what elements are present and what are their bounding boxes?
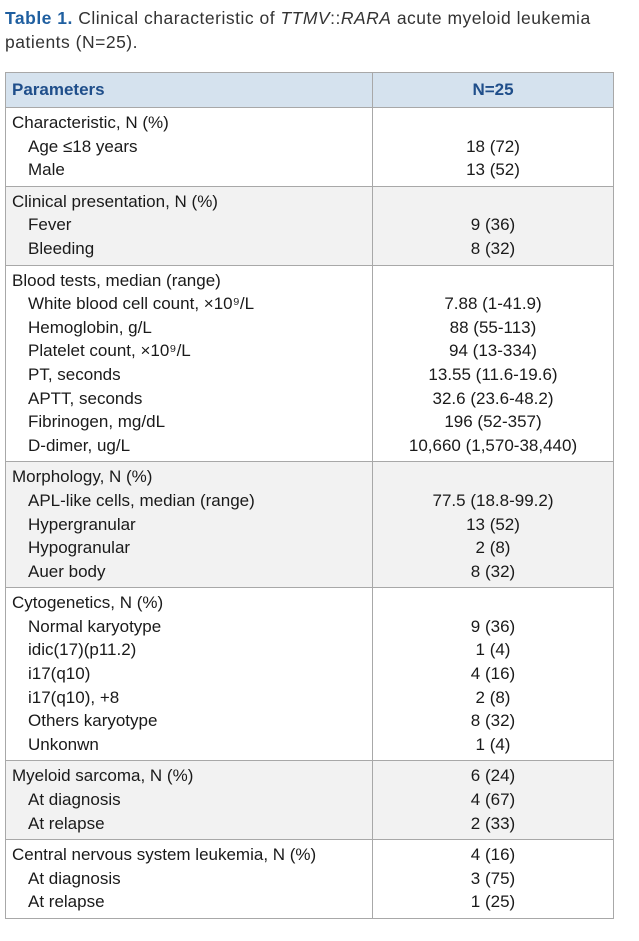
row-value: 18 (72): [466, 136, 520, 156]
row-value: 10,660 (1,570-38,440): [408, 435, 578, 455]
row-label: Fever: [28, 215, 72, 235]
row-value: 4 (67): [470, 790, 516, 810]
caption: Table 1. Clinical characteristic of TTMV…: [5, 6, 620, 54]
gene: RARA: [340, 8, 392, 28]
label-cell: Morphology, N (%) APL-like cells, median …: [5, 461, 373, 589]
row-label: APTT, seconds: [28, 388, 143, 408]
group-title: Central nervous system leukemia, N (%): [12, 845, 317, 865]
separator: ::: [330, 8, 341, 28]
row-label: Auer body: [28, 561, 106, 581]
label-cell: Cytogenetics, N (%) Normal karyotype idic(…: [5, 587, 373, 762]
row-value: 3 (75): [470, 868, 516, 888]
group-title: Characteristic, N (%): [12, 113, 169, 132]
row-label: APL-like cells, median (range): [28, 490, 255, 510]
table: Parameters N=25 Characteristic, N (%) Age…: [5, 72, 614, 919]
caption-label: Table 1.: [5, 8, 73, 28]
group-title: Myeloid sarcoma, N (%): [12, 766, 194, 786]
row-label: i17(q10): [28, 664, 91, 684]
spacer: [379, 465, 607, 489]
row-label: Normal karyotype: [28, 616, 162, 636]
value-cell: 7.88 (1-41.9) 88 (55-113) 94 (13-334) 13.55…: [372, 264, 614, 463]
row-label: Male: [28, 160, 65, 180]
row-value: 196 (52-357): [444, 412, 542, 432]
group-title: Morphology, N (%): [12, 467, 153, 487]
row-label: idic(17)(p11.2): [28, 640, 137, 660]
value-cell: 18 (72) 13 (52): [372, 107, 614, 187]
row-label: Hypogranular: [28, 538, 131, 558]
label-cell: Characteristic, N (%) Age ≤18 years Male: [5, 107, 373, 187]
caption-text: acute myeloid leukemia patients (N=25).: [5, 8, 591, 52]
row-value: 4 (16): [470, 664, 516, 684]
row-value: 2 (33): [470, 813, 516, 833]
group-row: Characteristic, N (%) Age ≤18 years Male 18…: [5, 107, 614, 187]
group-row: Cytogenetics, N (%) Normal karyotype idic(…: [5, 587, 614, 762]
row-value: 77.5 (18.8-99.2): [432, 490, 554, 510]
row-value: 13 (52): [466, 514, 520, 534]
row-value: 8 (32): [470, 711, 516, 731]
row-value: 1 (25): [470, 892, 516, 912]
value-cell: 9 (36) 8 (32): [372, 185, 614, 266]
value-cell: 6 (24) 4 (67) 2 (33): [372, 760, 614, 841]
row-label: Platelet count, ×10⁹/L: [28, 341, 191, 361]
spacer: [379, 591, 607, 615]
header-row: Parameters N=25: [5, 72, 614, 108]
row-label: D-dimer, ug/L: [28, 435, 131, 455]
caption-text: Clinical characteristic of: [78, 8, 276, 28]
value-cell: 77.5 (18.8-99.2) 13 (52) 2 (8) 8 (32): [372, 461, 614, 589]
row-value: 1 (4): [475, 640, 511, 660]
spacer: [379, 111, 607, 135]
row-label: PT, seconds: [28, 364, 121, 384]
row-label: White blood cell count, ×10⁹/L: [28, 294, 255, 314]
header-cell: Parameters: [5, 72, 373, 108]
row-value: 94 (13-334): [449, 341, 537, 361]
row-value: 13.55 (11.6-19.6): [428, 364, 558, 384]
gene: TTMV: [280, 8, 331, 28]
group-title: Clinical presentation, N (%): [12, 191, 218, 211]
row-label: Hemoglobin, g/L: [28, 317, 152, 337]
row-value: 88 (55-113): [449, 317, 537, 337]
row-label: At diagnosis: [28, 868, 121, 888]
group-row: Myeloid sarcoma, N (%) At diagnosis At rel…: [5, 760, 614, 841]
row-value: 1 (4): [475, 734, 511, 754]
group-title: Cytogenetics, N (%): [12, 593, 164, 613]
row-value: 9 (36): [470, 215, 516, 235]
label-cell: Central nervous system leukemia, N (%) At…: [5, 839, 373, 919]
row-value: 8 (32): [470, 238, 516, 258]
row-label: Others karyotype: [28, 711, 158, 731]
spacer: [379, 190, 607, 214]
row-label: Bleeding: [28, 238, 95, 258]
label-cell: Blood tests, median (range) White blood c…: [5, 264, 373, 463]
row-label: Fibrinogen, mg/dL: [28, 412, 166, 432]
group-value: 4 (16): [470, 845, 516, 865]
row-label: At relapse: [28, 892, 105, 912]
row-label: Hypergranular: [28, 514, 136, 534]
row-label: i17(q10), +8: [28, 687, 120, 707]
row-label: At relapse: [28, 813, 105, 833]
group-row: Clinical presentation, N (%) Fever Bleedin…: [5, 185, 614, 266]
spacer: [379, 269, 607, 293]
group-value: 6 (24): [470, 766, 516, 786]
row-value: 32.6 (23.6-48.2): [432, 388, 554, 408]
label-cell: Clinical presentation, N (%) Fever Bleedin…: [5, 185, 373, 266]
value-cell: 4 (16) 3 (75) 1 (25): [372, 839, 614, 919]
row-label: Unkonwn: [28, 734, 99, 754]
label-cell: Myeloid sarcoma, N (%) At diagnosis At rel…: [5, 760, 373, 841]
row-value: 2 (8): [475, 538, 511, 558]
row-value: 8 (32): [470, 561, 516, 581]
group-row: Morphology, N (%) APL-like cells, median …: [5, 461, 614, 589]
row-value: 2 (8): [475, 687, 511, 707]
row-value: 7.88 (1-41.9): [444, 294, 542, 314]
row-value: 9 (36): [470, 616, 516, 636]
row-label: At diagnosis: [28, 790, 121, 810]
table-body: Characteristic, N (%) Age ≤18 years Male 18…: [5, 107, 614, 919]
row-value: 13 (52): [466, 160, 520, 180]
row-label: Age ≤18 years: [28, 136, 138, 156]
value-cell: 9 (36) 1 (4) 4 (16) 2 (8) 8 (32) 1 (4): [372, 587, 614, 762]
group-row: Central nervous system leukemia, N (%) At…: [5, 839, 614, 919]
group-title: Blood tests, median (range): [12, 270, 221, 290]
group-row: Blood tests, median (range) White blood c…: [5, 264, 614, 463]
header-cell: N=25: [372, 72, 614, 108]
